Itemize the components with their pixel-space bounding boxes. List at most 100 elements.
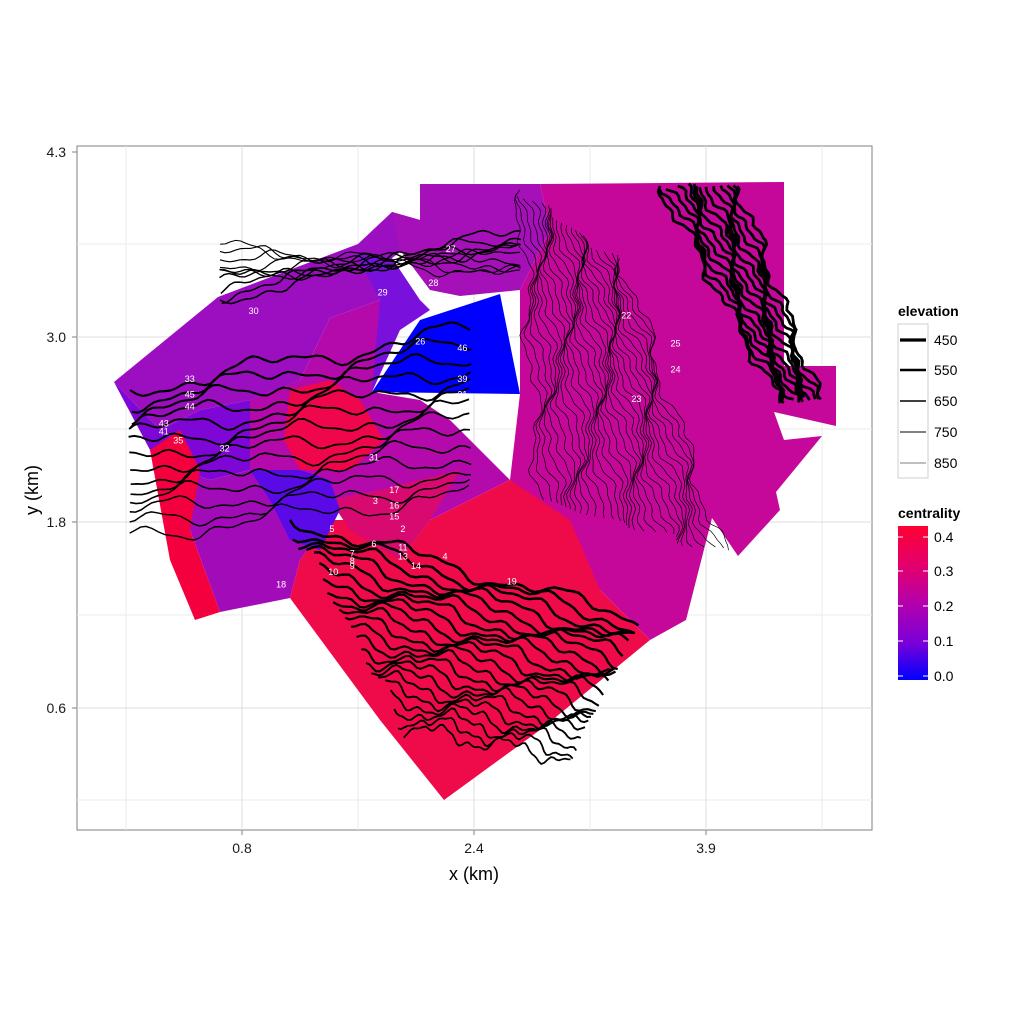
contour-line (596, 249, 684, 541)
node-label-45: 45 (185, 389, 195, 399)
contour-line (129, 321, 471, 398)
node-label-24: 24 (670, 365, 680, 375)
y-tick-label: 3.0 (47, 329, 67, 345)
node-label-2: 2 (400, 524, 405, 534)
contour-line (318, 562, 624, 658)
contour-line (614, 267, 724, 549)
y-tick-label: 1.8 (47, 514, 67, 530)
node-label-31: 31 (369, 453, 379, 463)
node-label-21: 21 (457, 389, 467, 399)
node-label-25: 25 (670, 338, 680, 348)
contour-line (537, 202, 576, 510)
contour-line (384, 679, 586, 731)
centrality-label: 0.2 (934, 598, 954, 614)
node-label-22: 22 (621, 310, 631, 320)
node-label-14: 14 (411, 561, 421, 571)
contour-line (514, 189, 544, 500)
contour-line (552, 217, 605, 518)
centrality-regions (114, 182, 836, 800)
elevation-label: 450 (934, 332, 958, 348)
contour-line (129, 371, 472, 429)
node-label-9: 9 (350, 561, 355, 571)
region-far-west-red (150, 430, 220, 620)
node-label-6: 6 (371, 539, 376, 549)
region-northeast (510, 182, 836, 640)
node-label-3: 3 (373, 496, 378, 506)
centrality-label: 0.4 (934, 529, 954, 545)
contour-line (656, 185, 786, 398)
contour-line (131, 337, 472, 414)
node-label-28: 28 (428, 278, 438, 288)
contour-line (130, 411, 470, 474)
node-label-23: 23 (631, 394, 641, 404)
node-label-26: 26 (415, 337, 425, 347)
node-label-11: 11 (398, 542, 407, 552)
contour-line (514, 193, 552, 502)
centrality-label: 0.0 (934, 668, 954, 684)
elevation-label: 750 (934, 424, 958, 440)
node-label-16: 16 (389, 501, 399, 511)
contour-line (361, 648, 596, 713)
elevation-contours (128, 182, 822, 766)
elevation-label: 850 (934, 455, 958, 471)
contour-line (389, 689, 582, 740)
contour-line (733, 185, 822, 401)
contour-line (556, 220, 614, 520)
contour-line (575, 230, 632, 529)
contour-line (732, 184, 820, 400)
contour-line (614, 262, 716, 548)
node-label-46: 46 (457, 343, 467, 353)
y-tick-label: 4.3 (47, 144, 67, 160)
centrality-label: 0.3 (934, 563, 954, 579)
contour-line (578, 232, 638, 531)
contour-line (522, 198, 567, 506)
node-label-35: 35 (173, 436, 183, 446)
contour-line (131, 353, 472, 426)
contour-line (305, 544, 633, 638)
y-tick-label: 0.6 (47, 700, 67, 716)
node-label-7: 7 (350, 549, 355, 559)
contour-line (694, 185, 805, 398)
contour-line (219, 249, 520, 273)
node-label-41: 41 (159, 426, 169, 436)
x-axis: 0.8 2.4 3.9 x (km) (232, 830, 716, 884)
node-label-18: 18 (276, 579, 286, 589)
node-label-30: 30 (249, 306, 259, 316)
contour-line (580, 235, 645, 532)
contour-line (129, 478, 471, 527)
contour-line (586, 244, 675, 535)
region-purple-28 (356, 254, 430, 392)
node-label-39: 39 (457, 374, 467, 384)
contour-line (613, 258, 705, 548)
contour-line (614, 271, 729, 551)
contour-line (129, 472, 471, 513)
centrality-colorbar (898, 526, 928, 680)
node-label-13: 13 (398, 552, 408, 562)
contour-line (338, 607, 613, 680)
contour-line (327, 592, 617, 677)
contour-line (332, 601, 616, 678)
centrality-legend: centrality 0.4 0.3 0.2 0.1 0.0 (898, 505, 960, 684)
node-label-8: 8 (350, 556, 355, 566)
node-label-32: 32 (220, 443, 230, 453)
node-label-10: 10 (328, 567, 338, 577)
contour-line (403, 723, 571, 766)
contour-line (356, 634, 600, 707)
node-label-33: 33 (185, 374, 195, 384)
elevation-label: 550 (934, 362, 958, 378)
contour-line (543, 208, 586, 514)
node-label-44: 44 (185, 402, 195, 412)
node-label-17: 17 (389, 485, 399, 495)
contour-line (220, 239, 521, 278)
contour-line (129, 455, 472, 505)
elevation-legend-title: elevation (898, 303, 959, 319)
region-nw (114, 212, 420, 430)
contour-line (581, 238, 657, 533)
contour-line (583, 241, 668, 533)
contour-line (221, 237, 522, 304)
region-mid-strip (330, 470, 460, 560)
node-label-4: 4 (442, 552, 447, 562)
contour-line (219, 248, 520, 278)
contour-line (322, 578, 618, 671)
